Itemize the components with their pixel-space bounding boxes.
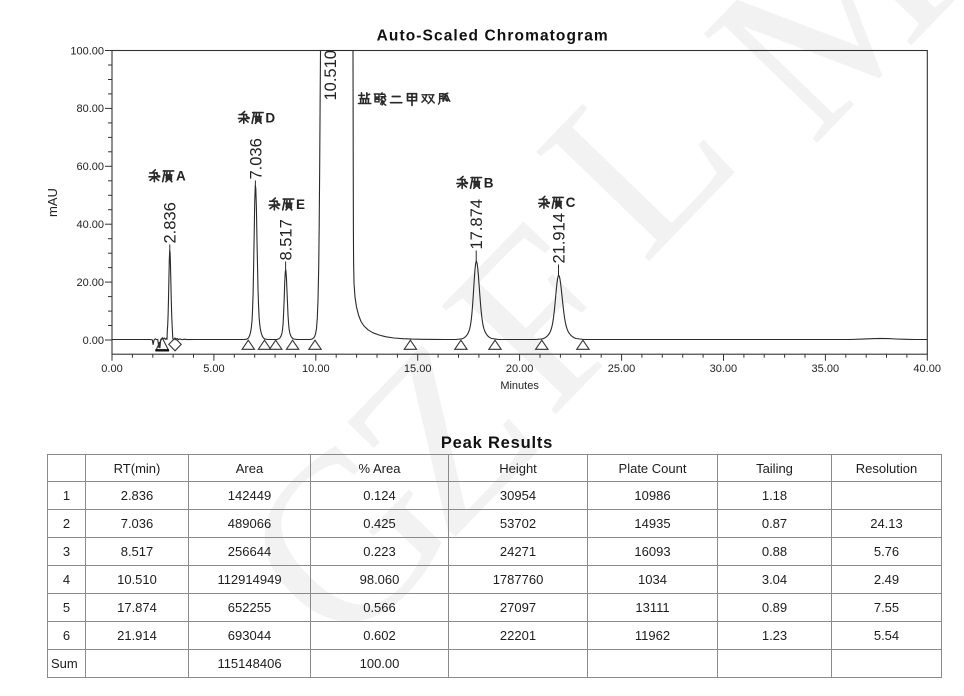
svg-text:15.00: 15.00 [404, 363, 432, 375]
svg-text:20.00: 20.00 [506, 363, 534, 375]
svg-text:5.00: 5.00 [203, 363, 224, 375]
svg-text:Auto-Scaled Chromatogram: Auto-Scaled Chromatogram [377, 28, 609, 45]
svg-text:0.00: 0.00 [101, 363, 122, 375]
svg-text:35.00: 35.00 [812, 363, 840, 375]
svg-text:A: A [176, 169, 186, 184]
svg-text:30.00: 30.00 [710, 363, 738, 375]
svg-text:7.036: 7.036 [247, 138, 265, 179]
svg-text:25.00: 25.00 [608, 363, 636, 375]
svg-text:0.00: 0.00 [83, 335, 104, 347]
svg-text:2.836: 2.836 [162, 202, 180, 243]
svg-text:10.510: 10.510 [322, 50, 340, 100]
svg-text:80.00: 80.00 [76, 103, 104, 115]
svg-text:21.914: 21.914 [550, 213, 568, 263]
svg-text:10.00: 10.00 [302, 363, 330, 375]
svg-text:Minutes: Minutes [500, 380, 539, 392]
svg-text:40.00: 40.00 [913, 363, 941, 375]
svg-text:60.00: 60.00 [76, 161, 104, 173]
svg-text:8.517: 8.517 [278, 219, 296, 260]
svg-text:B: B [484, 175, 494, 190]
svg-text:20.00: 20.00 [76, 277, 104, 289]
svg-text:C: C [566, 195, 576, 210]
svg-text:100.00: 100.00 [70, 45, 104, 57]
svg-text:40.00: 40.00 [76, 219, 104, 231]
svg-text:D: D [265, 110, 275, 125]
svg-text:mAU: mAU [45, 188, 60, 217]
svg-text:17.874: 17.874 [468, 199, 486, 249]
svg-text:E: E [296, 197, 305, 212]
